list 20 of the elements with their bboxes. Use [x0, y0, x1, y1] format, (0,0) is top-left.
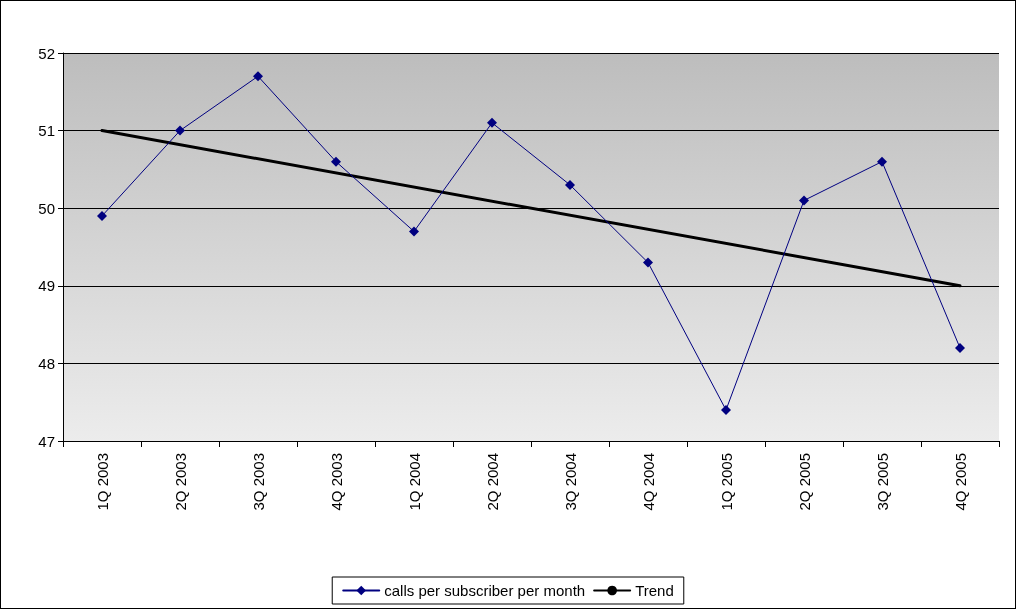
- legend-label: calls per subscriber per month: [384, 582, 586, 599]
- x-tick-label: 1Q 2005: [717, 453, 735, 511]
- x-tick-label: 4Q 2003: [327, 453, 345, 511]
- x-tick-label: 4Q 2005: [951, 453, 969, 511]
- legend-label: Trend: [635, 582, 674, 599]
- x-tick-label: 1Q 2004: [405, 453, 423, 511]
- y-tick-label: 49: [38, 277, 55, 295]
- x-tick-label: 2Q 2003: [171, 453, 189, 511]
- y-tick-label: 51: [38, 122, 55, 140]
- x-tick-label: 4Q 2004: [639, 453, 657, 511]
- y-tick-label: 47: [38, 432, 55, 450]
- x-tick-label: 3Q 2003: [249, 453, 267, 511]
- x-tick-label: 2Q 2005: [795, 453, 813, 511]
- x-tick-label: 2Q 2004: [483, 453, 501, 511]
- y-tick-label: 52: [38, 44, 55, 62]
- x-tick-label: 3Q 2005: [873, 453, 891, 511]
- y-tick-label: 50: [38, 199, 55, 217]
- x-tick-label: 3Q 2004: [561, 453, 579, 511]
- y-tick-label: 48: [38, 354, 55, 372]
- x-tick-label: 1Q 2003: [93, 453, 111, 511]
